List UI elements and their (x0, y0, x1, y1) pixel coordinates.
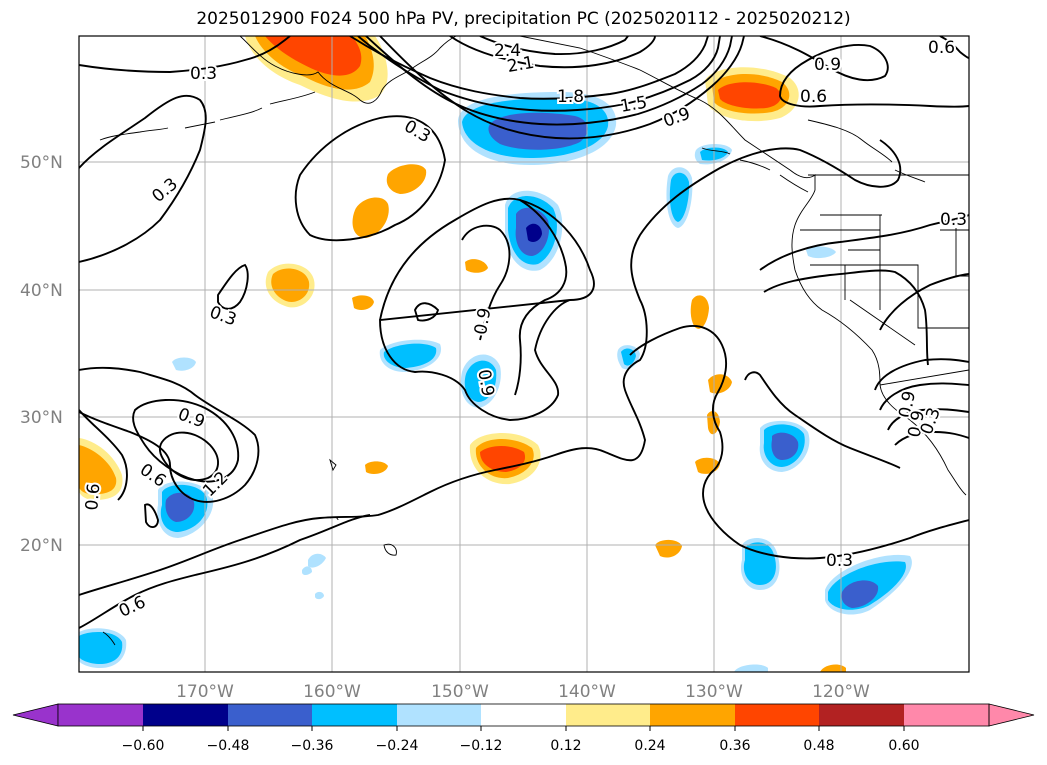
lat-label-50n: 50°N (20, 153, 63, 173)
contour-label: 0.3 (826, 551, 853, 571)
contour-label: 0.6 (800, 87, 827, 107)
map-title: 2025012900 F024 500 hPa PV, precipitatio… (196, 9, 851, 29)
colorbar-segment (735, 704, 819, 726)
colorbar-segment (312, 704, 397, 726)
colorbar-segment (143, 704, 228, 726)
axis-labels: 50°N 40°N 30°N 20°N 170°W 160°W 150°W 14… (20, 153, 870, 702)
colorbar-segment (228, 704, 312, 726)
colorbar-segment (819, 704, 904, 726)
colorbar-tick-label: −0.60 (122, 738, 165, 754)
colorbar-tick-label: −0.48 (207, 738, 250, 754)
contour-label: 0.9 (471, 306, 495, 336)
colorbar: −0.60 −0.48 −0.36 −0.24 −0.12 0.12 0.24 … (12, 703, 1035, 754)
contour-label: 0.3 (940, 210, 967, 230)
contour-label: 0.3 (148, 174, 182, 207)
lon-label-120w: 120°W (812, 682, 870, 702)
colorbar-tick-label: −0.36 (291, 738, 334, 754)
colorbar-segment (566, 704, 650, 726)
coastlines (99, 36, 969, 646)
colorbar-extend-right (988, 703, 1035, 727)
lat-label-20n: 20°N (20, 536, 63, 556)
lon-label-130w: 130°W (685, 682, 743, 702)
colorbar-extend-left (12, 703, 59, 727)
colorbar-segment (397, 704, 481, 726)
colorbar-tick-label: 0.24 (634, 738, 665, 754)
colorbar-tick-label: 0.60 (888, 738, 919, 754)
colorbar-tick-label: −0.12 (460, 738, 503, 754)
colorbar-tick-label: 0.36 (719, 738, 750, 754)
lon-label-160w: 160°W (303, 682, 361, 702)
lon-label-170w: 170°W (176, 682, 234, 702)
contour-label: 0.6 (116, 592, 149, 622)
map-frame (78, 35, 970, 673)
contour-label: 0.9 (661, 104, 693, 132)
lon-label-140w: 140°W (558, 682, 616, 702)
contour-label: 1.5 (619, 93, 649, 117)
contour-label: 0.9 (175, 404, 207, 432)
contour-label: 0.9 (814, 55, 841, 75)
lat-label-30n: 30°N (20, 408, 63, 428)
colorbar-segment (904, 704, 989, 726)
contour-label: 0.3 (190, 64, 217, 84)
contour-label: 0.6 (82, 483, 104, 512)
contour-label: 0.9 (905, 409, 929, 439)
contour-label: 0.3 (401, 116, 434, 147)
lon-label-150w: 150°W (431, 682, 489, 702)
colorbar-segment (58, 704, 143, 726)
contour-label: 0.6 (928, 38, 955, 58)
contour-label: 1.8 (557, 87, 584, 107)
lat-label-40n: 40°N (20, 281, 63, 301)
colorbar-segment (481, 704, 566, 726)
positive-precip-anomalies (79, 36, 846, 672)
gridlines (79, 36, 969, 672)
colorbar-tick-label: −0.24 (376, 738, 419, 754)
pv-contours (79, 36, 969, 629)
colorbar-tick-label: 0.48 (803, 738, 834, 754)
colorbar-tick-label: 0.12 (550, 738, 581, 754)
contour-label: 2.4 (494, 41, 521, 61)
colorbar-segment (650, 704, 735, 726)
colorbar-frame (57, 703, 990, 727)
